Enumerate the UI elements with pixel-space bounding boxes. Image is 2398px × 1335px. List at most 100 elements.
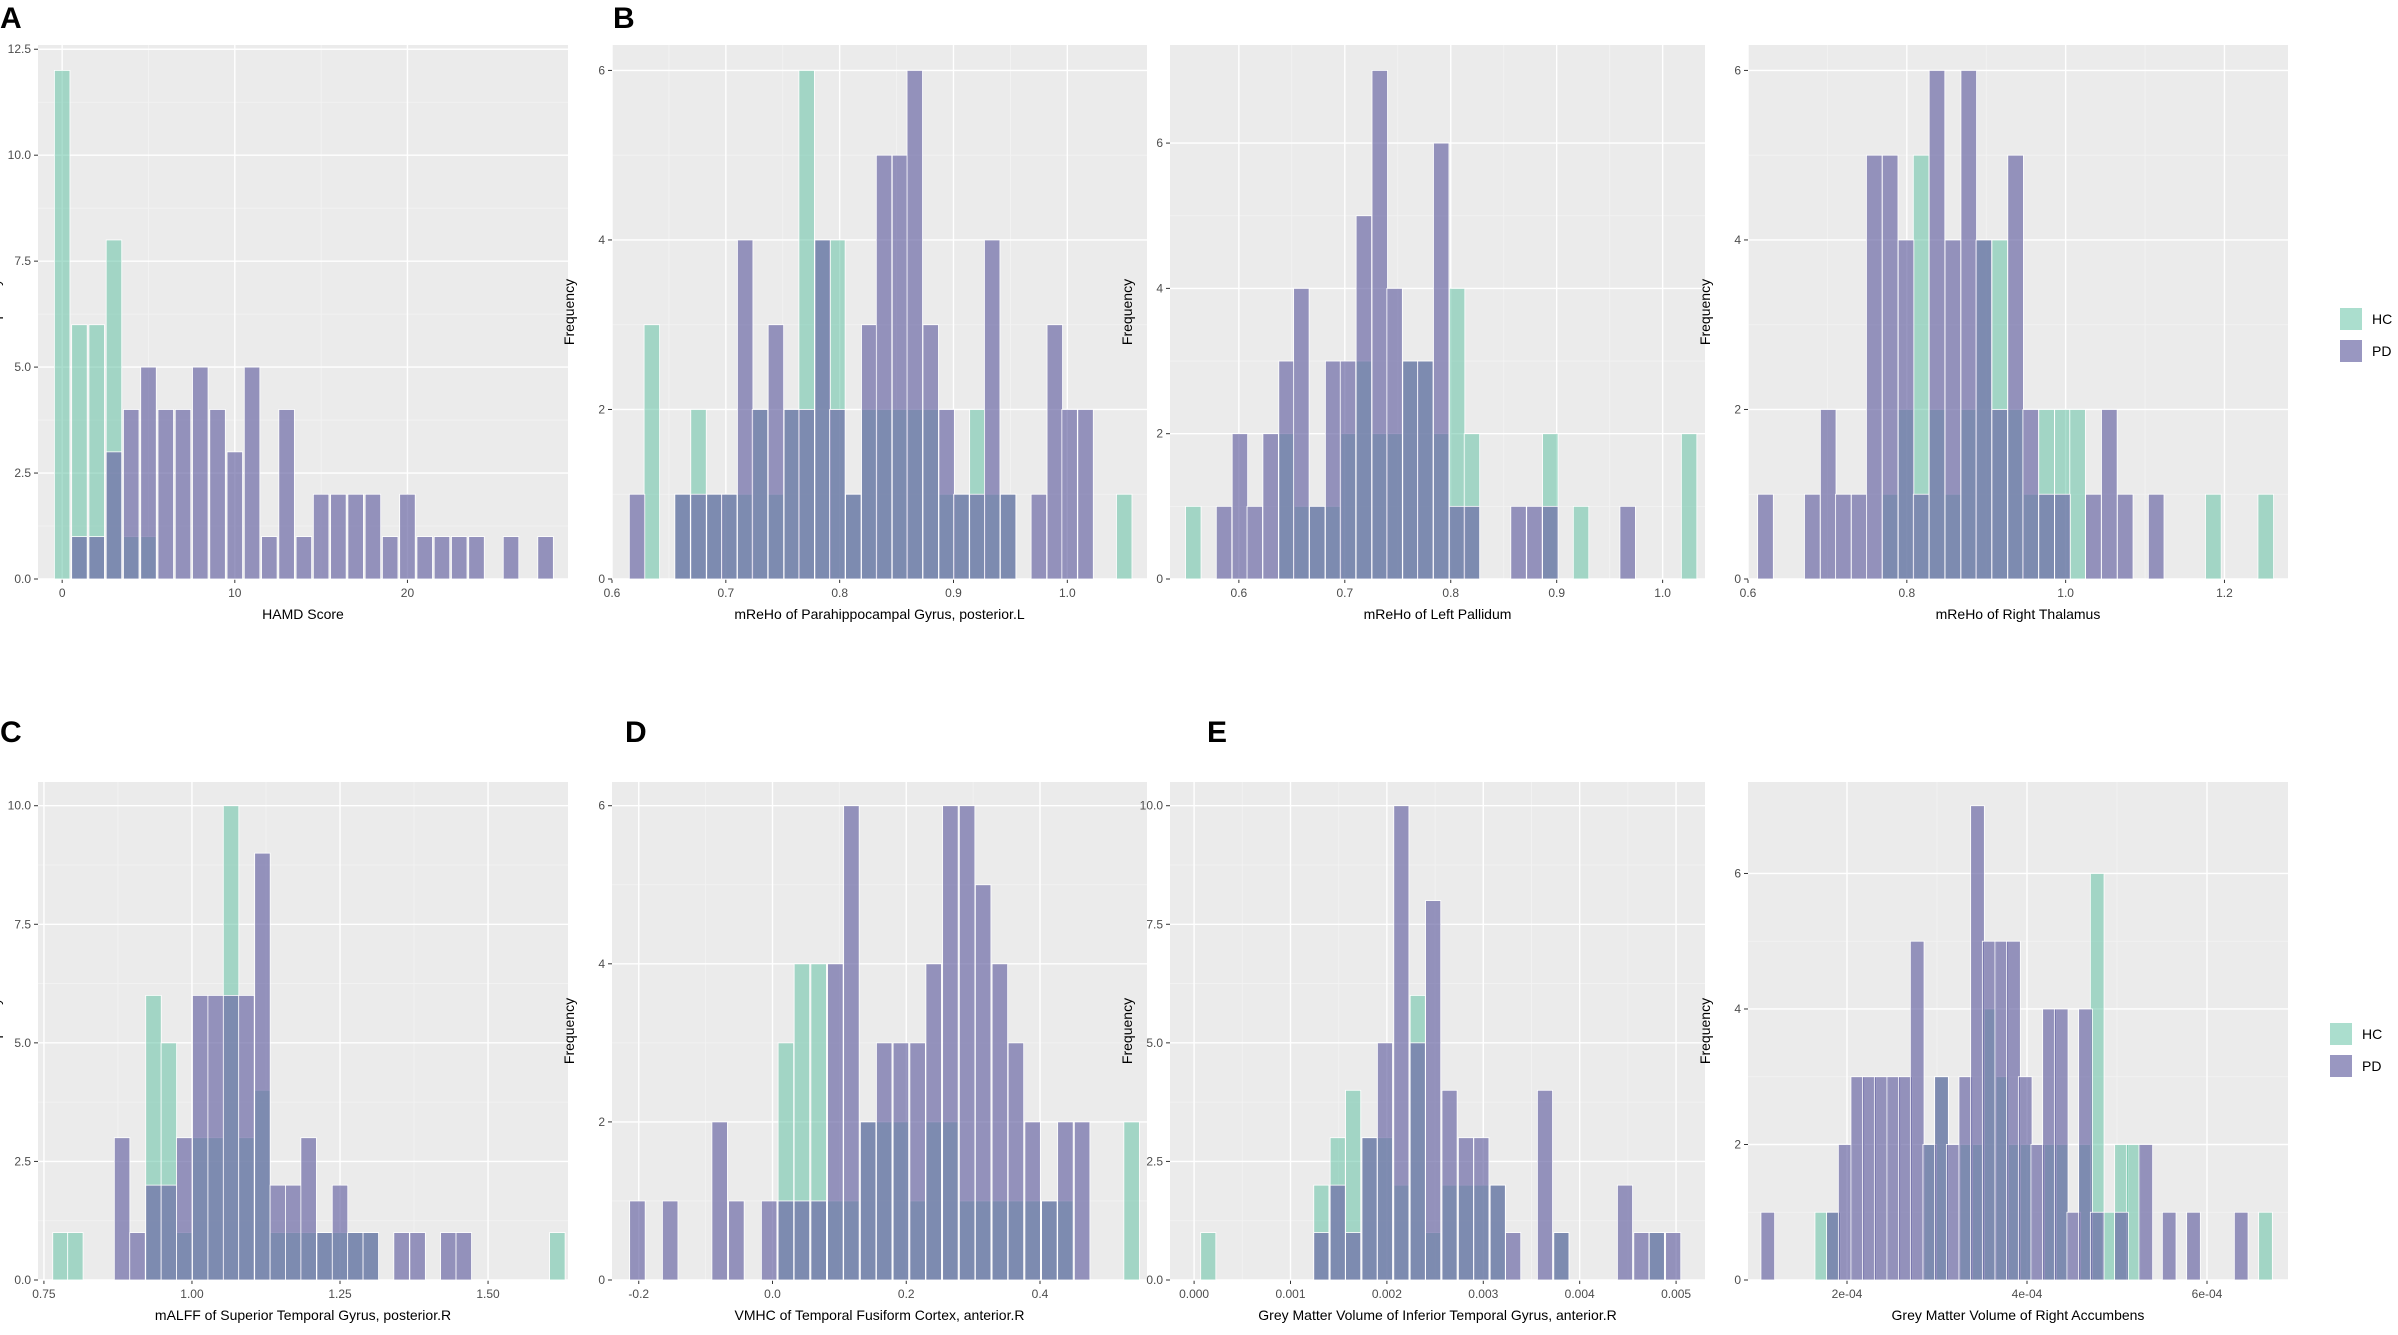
histogram-panel: 0 10 20 0.0 2.5 5.0 7.5 10.0 12.5 HAMD Score Frequ…: [0, 2, 568, 622]
pd-bar: [2138, 1144, 2154, 1281]
pd-bar: [875, 154, 893, 580]
pd-bar: [1246, 505, 1263, 580]
pd-bar: [192, 366, 209, 580]
panel-label: A: [0, 2, 22, 35]
pd-bar: [2085, 493, 2102, 580]
hc-bar: [1680, 433, 1698, 580]
pd-bar: [316, 1232, 333, 1281]
pd-bar: [455, 1232, 472, 1281]
x-tick-label: 0.75: [32, 1287, 56, 1301]
x-axis-title: HAMD Score: [262, 606, 344, 622]
hc-bar: [67, 1232, 84, 1281]
pd-bar: [1215, 505, 1233, 580]
pd-bar: [1293, 287, 1310, 580]
legend-pd-label: PD: [2362, 1058, 2381, 1074]
x-tick-label: 0.8: [831, 586, 848, 600]
x-tick-label: 0.7: [717, 586, 734, 600]
pd-bar: [409, 1232, 426, 1281]
legend-hc-label: HC: [2372, 311, 2392, 327]
pd-bar: [737, 239, 754, 580]
pd-bar: [2233, 1211, 2249, 1281]
pd-bar: [1433, 142, 1450, 580]
hc-bar: [2257, 493, 2274, 580]
pd-bar: [1760, 1211, 1776, 1281]
pd-bar: [953, 493, 970, 580]
pd-bar: [1371, 70, 1388, 580]
y-tick-label: 0: [598, 572, 605, 586]
pd-bar: [254, 852, 271, 1281]
histogram-panel: 0.6 0.8 1.0 1.2 0 2 4 6 mReHo of Right Thalamus F…: [1697, 45, 2288, 622]
pd-bar: [433, 536, 451, 580]
pd-bar: [382, 536, 399, 580]
y-axis-title: Frequency: [561, 998, 577, 1064]
pd-bar: [347, 1232, 364, 1281]
pd-bar: [1231, 433, 1249, 580]
pd-bar: [312, 493, 330, 580]
x-tick-label: 0.0: [764, 1287, 781, 1301]
pd-bar: [892, 1042, 910, 1281]
pd-bar: [243, 366, 261, 580]
y-tick-label: 10.0: [8, 148, 32, 162]
pd-bar: [1835, 493, 1852, 580]
x-tick-label: 0.005: [1661, 1287, 1691, 1301]
pd-bar: [1463, 505, 1481, 580]
pd-bar: [261, 536, 278, 580]
pd-bar: [662, 1200, 679, 1281]
pd-bar: [1386, 287, 1403, 580]
pd-bar: [285, 1184, 302, 1281]
x-tick-label: 1.25: [328, 1287, 352, 1301]
y-tick-label: 2.5: [14, 1154, 31, 1168]
pd-bar: [1007, 1042, 1025, 1281]
pd-bar: [1804, 493, 1821, 580]
pd-bar: [843, 805, 860, 1281]
pd-bar: [1991, 409, 2008, 580]
pd-bar: [88, 536, 105, 580]
pd-bar: [1376, 1042, 1393, 1281]
pd-bar: [925, 963, 942, 1281]
pd-bar: [938, 409, 955, 580]
pd-bar: [814, 239, 831, 580]
y-tick-label: 6: [598, 63, 605, 77]
x-tick-label: 0: [59, 586, 66, 600]
x-tick-label: 0.004: [1565, 1287, 1595, 1301]
x-tick-label: 0.2: [898, 1287, 915, 1301]
pd-bar: [1417, 360, 1434, 580]
y-tick-label: 2: [1734, 402, 1741, 416]
pd-bar: [2116, 493, 2134, 580]
pd-bar: [2017, 1076, 2033, 1281]
pd-bar: [222, 995, 240, 1281]
x-tick-label: -0.2: [628, 1287, 649, 1301]
pd-bar: [1329, 1184, 1346, 1281]
pd-bar: [1617, 1184, 1633, 1281]
pd-bar: [1409, 1042, 1426, 1281]
pd-bar: [209, 409, 226, 580]
y-tick-label: 10.0: [1140, 799, 1164, 813]
hc-bar: [643, 324, 660, 580]
pd-bar: [416, 536, 433, 580]
y-tick-label: 0: [1734, 572, 1741, 586]
pd-bar: [751, 409, 769, 580]
x-tick-label: 1.0: [2057, 586, 2074, 600]
pd-bar: [690, 493, 707, 580]
x-tick-label: 20: [401, 586, 415, 600]
y-axis-title: Frequency: [0, 279, 3, 345]
x-axis-title: Grey Matter Volume of Right Accumbens: [1892, 1307, 2145, 1323]
hc-bar: [1200, 1232, 1217, 1281]
pd-bar: [909, 1042, 926, 1281]
pd-bar: [1553, 1232, 1570, 1281]
pd-bar: [1057, 1121, 1074, 1281]
x-tick-label: 1.00: [180, 1287, 204, 1301]
pd-bar: [711, 1121, 728, 1281]
pd-bar: [1648, 1232, 1665, 1281]
x-tick-label: 6e-04: [2192, 1287, 2223, 1301]
x-tick-label: 2e-04: [1832, 1287, 1863, 1301]
y-tick-label: 0: [1156, 572, 1163, 586]
pd-bar: [330, 493, 347, 580]
y-axis-title: Frequency: [561, 279, 577, 345]
pd-bar: [160, 1184, 178, 1281]
y-tick-label: 0: [1734, 1273, 1741, 1287]
pd-bar: [1278, 360, 1295, 580]
pd-bar: [1262, 433, 1279, 580]
pd-bar: [1061, 409, 1078, 580]
